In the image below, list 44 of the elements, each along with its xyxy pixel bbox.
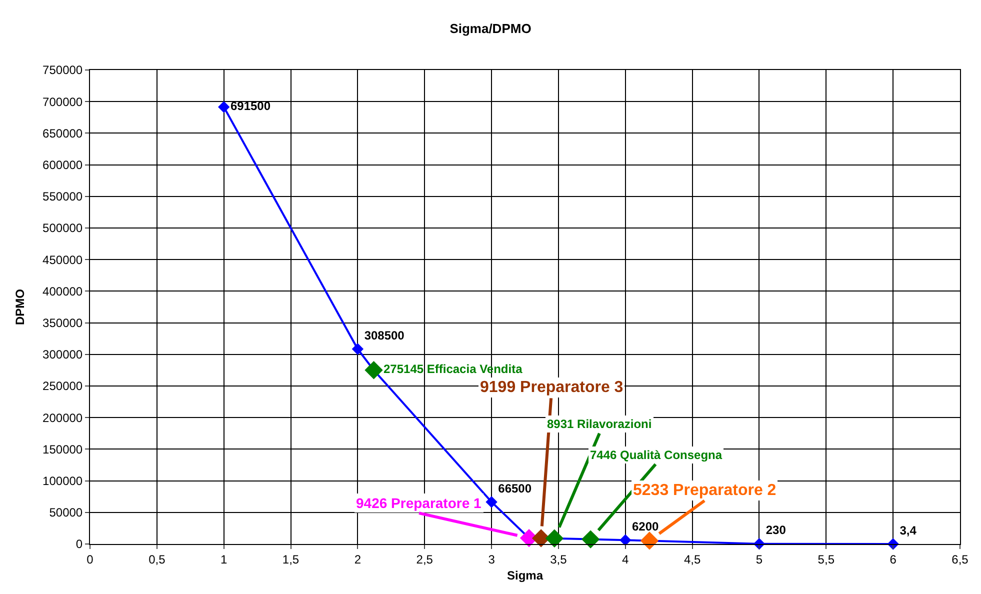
y-tick-label: 450000 (42, 252, 83, 267)
x-tick-label: 1 (220, 552, 228, 566)
y-tick-label: 400000 (42, 284, 83, 298)
x-tick-label: 5 (756, 552, 763, 566)
y-tick-label: 250000 (42, 379, 83, 394)
data-label: 3,4 (900, 523, 917, 538)
chart-title: Sigma/DPMO (450, 20, 532, 36)
data-label: 691500 (230, 98, 271, 113)
x-tick-label: 4 (622, 552, 630, 566)
x-tick-label: 6,5 (952, 552, 969, 566)
y-tick-label: 700000 (42, 94, 83, 109)
annotation: 7446 Qualità Consegna (590, 448, 722, 462)
x-tick-label: 3 (488, 552, 496, 566)
x-tick-label: 0,5 (148, 552, 166, 566)
x-tick-label: 6 (890, 552, 897, 566)
annotation: 9199 Preparatore 3 (480, 379, 624, 396)
data-label: 6200 (632, 519, 660, 534)
y-tick-label: 300000 (42, 348, 83, 362)
y-axis-title: DPMO (12, 289, 27, 325)
y-tick-label: 200000 (42, 410, 83, 425)
y-tick-label: 750000 (42, 63, 83, 78)
x-tick-label: 5,5 (818, 552, 835, 566)
annotation: 5233 Preparatore 2 (633, 482, 776, 499)
data-label: 308500 (364, 328, 405, 342)
y-tick-label: 350000 (42, 316, 83, 330)
x-tick-label: 2,5 (416, 552, 434, 566)
y-tick-label: 100000 (42, 474, 83, 488)
annotation: 9426 Preparatore 1 (356, 495, 482, 511)
x-tick-label: 2 (354, 552, 362, 566)
x-tick-label: 0 (86, 552, 94, 566)
x-axis-title: Sigma (506, 568, 544, 582)
data-label: 66500 (498, 481, 532, 496)
y-tick-label: 550000 (42, 190, 83, 204)
y-tick-label: 600000 (42, 158, 83, 172)
y-tick-label: 150000 (42, 442, 83, 456)
x-tick-label: 3,5 (550, 552, 568, 566)
y-tick-label: 50000 (49, 506, 83, 520)
y-tick-label: 650000 (42, 126, 83, 140)
data-label: 230 (766, 523, 786, 538)
y-tick-label: 500000 (42, 221, 83, 236)
y-tick-label: 0 (76, 537, 83, 552)
x-tick-label: 1,5 (282, 552, 300, 566)
annotation: 8931 Rilavorazioni (547, 417, 652, 431)
x-tick-label: 4,5 (684, 552, 701, 566)
